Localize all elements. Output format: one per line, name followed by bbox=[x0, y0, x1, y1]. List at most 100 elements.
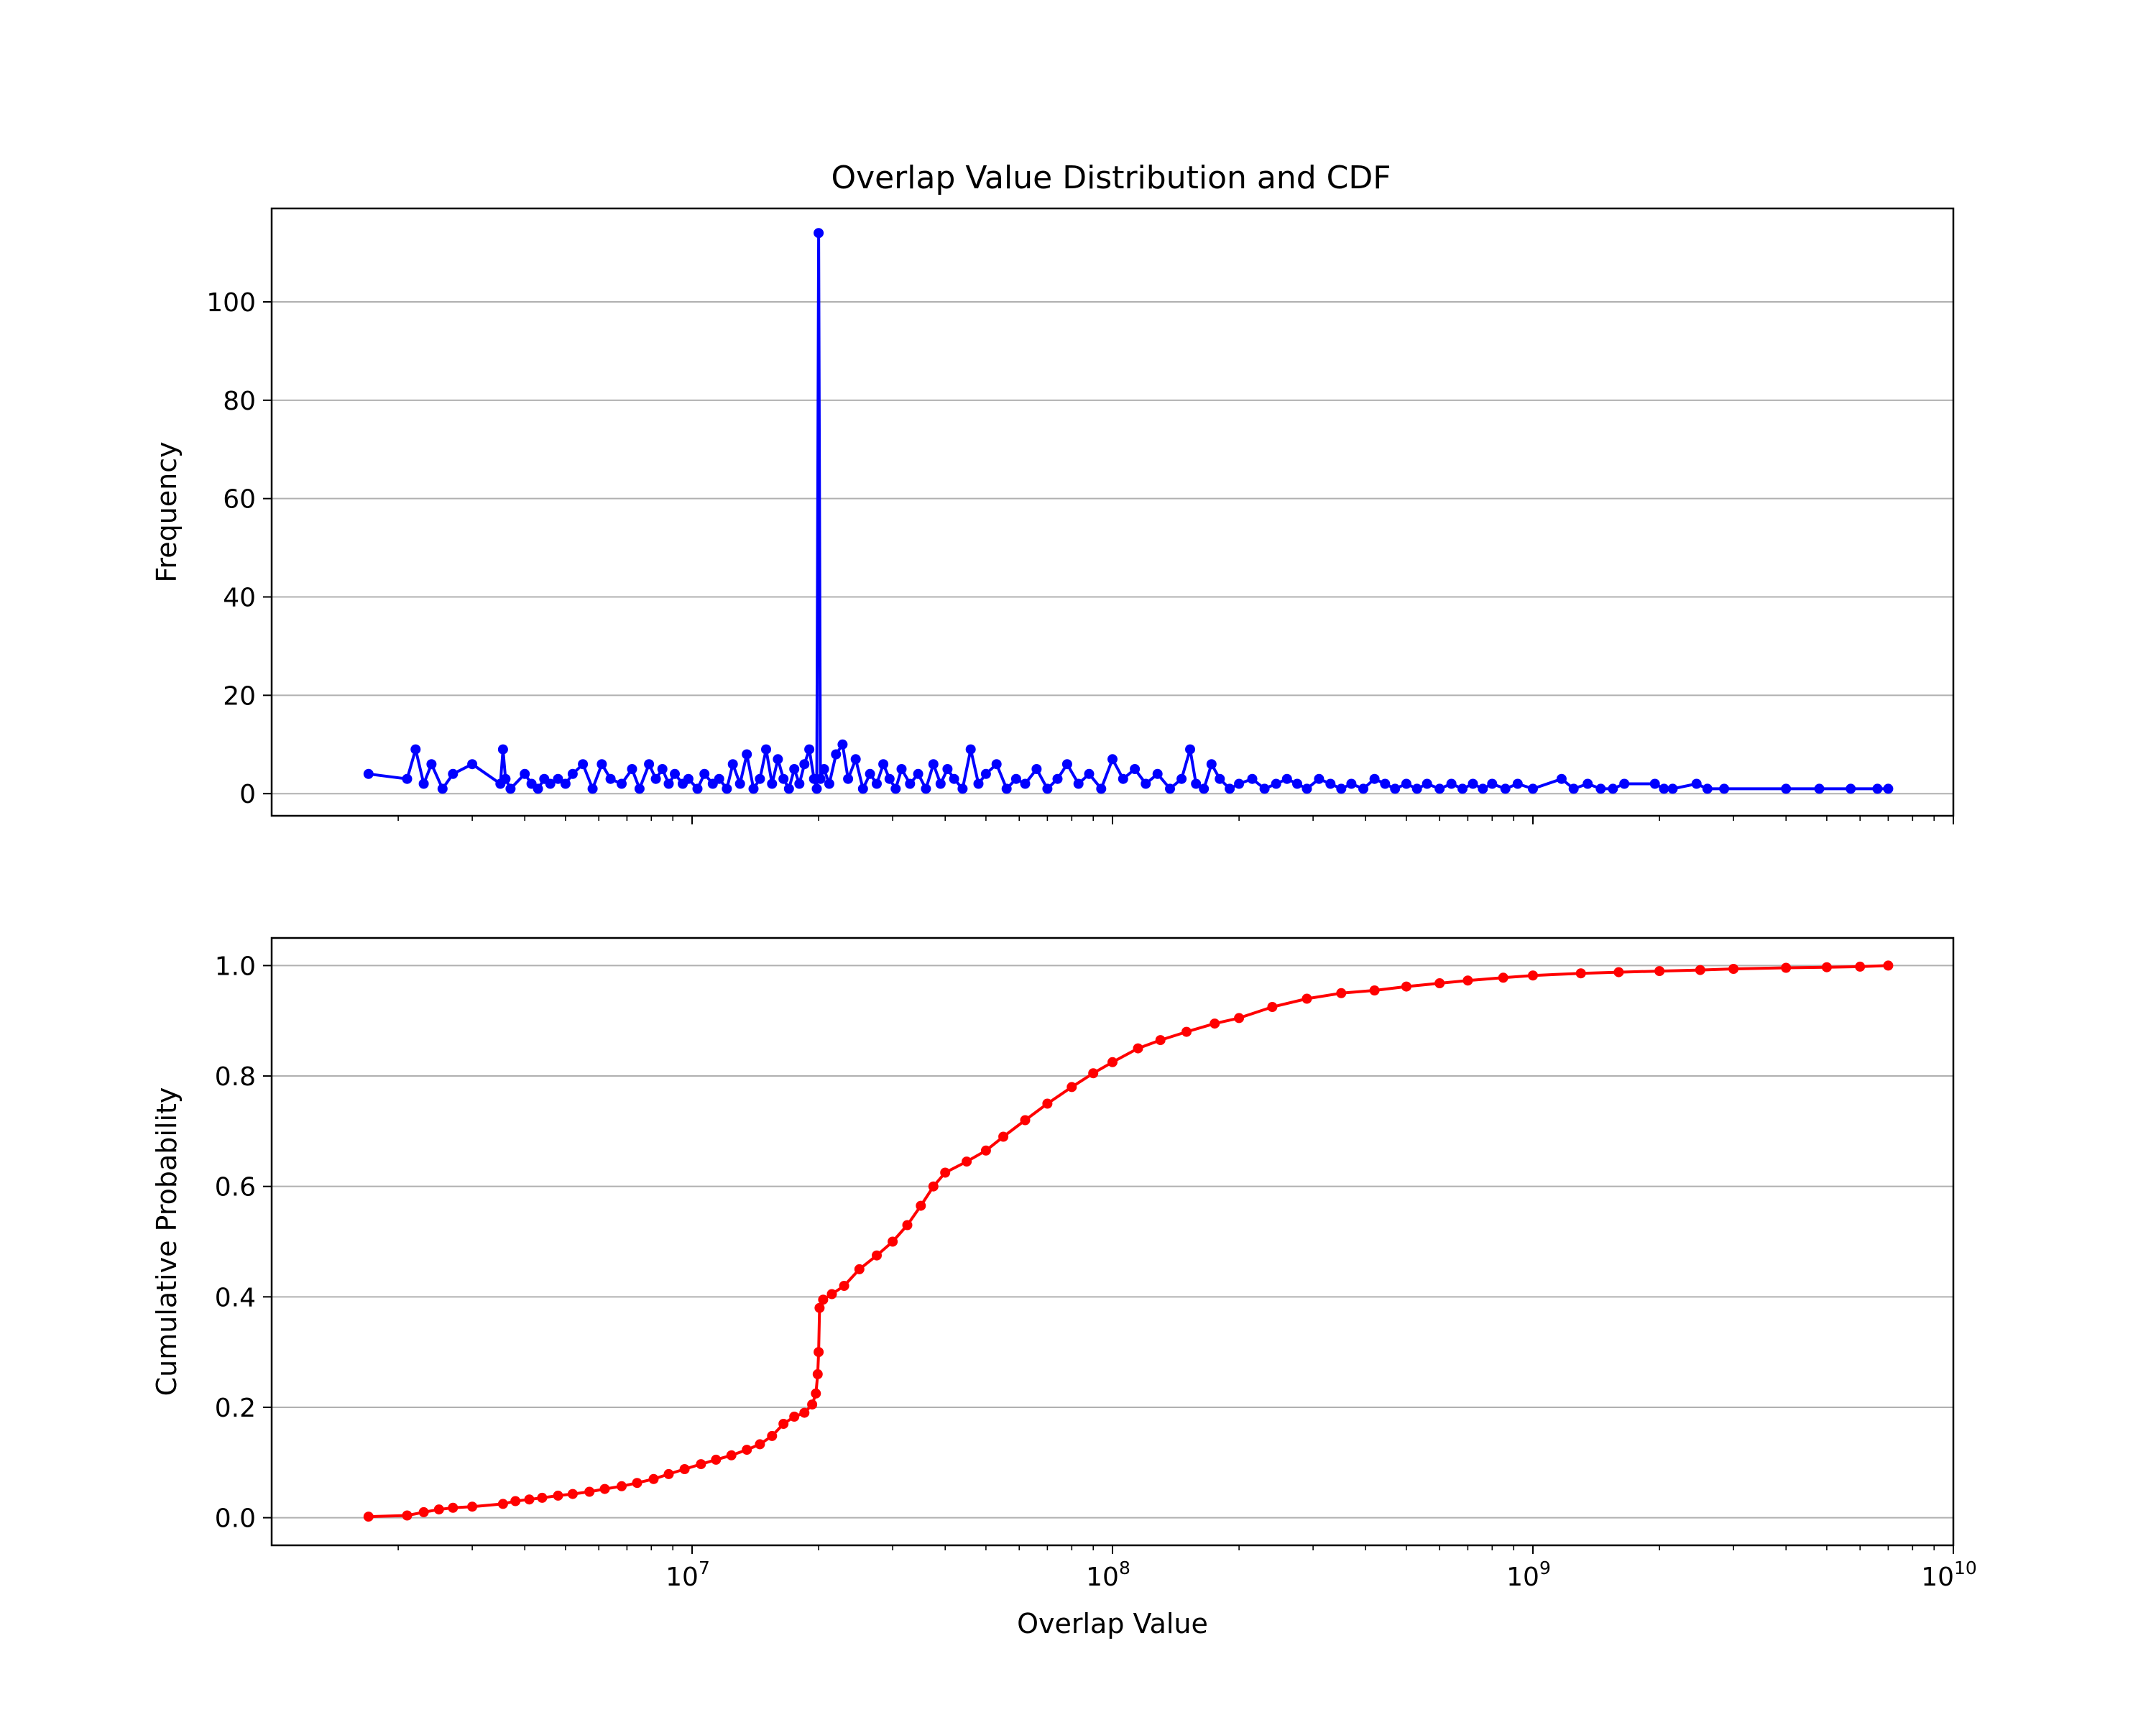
data-point bbox=[410, 744, 421, 755]
data-point bbox=[811, 783, 822, 794]
data-point bbox=[1613, 967, 1624, 978]
x-tick-base: 10 bbox=[1506, 1563, 1539, 1592]
data-point bbox=[1088, 1068, 1099, 1079]
data-point bbox=[699, 768, 710, 779]
data-point bbox=[599, 1484, 610, 1494]
data-point bbox=[1010, 773, 1021, 784]
data-point bbox=[1855, 961, 1866, 972]
data-point bbox=[596, 759, 607, 770]
data-point bbox=[537, 1492, 548, 1503]
data-point bbox=[814, 1347, 824, 1358]
data-point bbox=[839, 1281, 849, 1291]
data-point bbox=[1210, 1018, 1220, 1029]
data-point bbox=[1234, 778, 1245, 789]
data-point bbox=[1401, 778, 1411, 789]
data-point bbox=[533, 783, 543, 794]
data-point bbox=[1667, 783, 1678, 794]
data-point bbox=[1067, 1082, 1077, 1092]
data-point bbox=[670, 768, 680, 779]
data-point bbox=[1234, 1013, 1245, 1024]
data-point bbox=[812, 1368, 823, 1379]
data-point bbox=[418, 778, 429, 789]
data-point bbox=[553, 1490, 563, 1501]
data-point bbox=[437, 783, 448, 794]
data-point bbox=[1130, 764, 1141, 774]
data-point bbox=[1118, 773, 1128, 784]
data-point bbox=[467, 759, 478, 770]
data-point bbox=[692, 783, 703, 794]
data-point bbox=[872, 778, 882, 789]
data-point bbox=[799, 759, 810, 770]
data-point bbox=[1446, 778, 1457, 789]
data-point bbox=[1872, 783, 1883, 794]
data-point bbox=[814, 1302, 825, 1313]
frequency-panel: 0 20 40 60 80 100 Frequency bbox=[151, 207, 1955, 824]
data-point bbox=[888, 1236, 898, 1247]
data-point bbox=[965, 744, 976, 755]
data-point bbox=[1185, 744, 1195, 755]
data-point bbox=[957, 783, 968, 794]
data-point bbox=[587, 783, 598, 794]
data-point bbox=[363, 768, 374, 779]
data-point bbox=[1042, 1098, 1053, 1109]
data-point bbox=[1500, 783, 1511, 794]
data-point bbox=[1619, 778, 1630, 789]
data-point bbox=[1369, 985, 1380, 995]
data-point bbox=[1302, 993, 1312, 1004]
data-point bbox=[1152, 768, 1163, 779]
x-tick-label: 108 bbox=[1086, 1558, 1130, 1592]
data-point bbox=[1468, 778, 1478, 789]
data-point bbox=[818, 1294, 829, 1305]
data-point bbox=[1073, 778, 1084, 789]
data-point bbox=[935, 778, 946, 789]
data-point bbox=[418, 1506, 429, 1517]
data-point bbox=[1434, 978, 1445, 988]
y-tick-label: 1.0 bbox=[215, 952, 256, 981]
axes-frame bbox=[270, 937, 1955, 1547]
data-point bbox=[1575, 968, 1586, 979]
data-point bbox=[1380, 778, 1391, 789]
data-point bbox=[824, 778, 834, 789]
data-point bbox=[1595, 783, 1606, 794]
data-point bbox=[505, 783, 516, 794]
y-tick-label: 60 bbox=[223, 485, 256, 515]
x-tick-exponent: 10 bbox=[1954, 1558, 1977, 1578]
data-point bbox=[1659, 783, 1669, 794]
data-point bbox=[928, 1181, 939, 1192]
data-point bbox=[617, 778, 627, 789]
data-point bbox=[783, 783, 794, 794]
data-point bbox=[644, 759, 655, 770]
data-point bbox=[1462, 975, 1473, 986]
data-point bbox=[1281, 773, 1292, 784]
data-point bbox=[1346, 778, 1357, 789]
data-point bbox=[767, 1430, 778, 1441]
data-point bbox=[742, 1445, 752, 1455]
data-point bbox=[1001, 783, 1012, 794]
data-point bbox=[1512, 778, 1523, 789]
x-tick-label: 107 bbox=[665, 1558, 710, 1592]
data-point bbox=[1042, 783, 1053, 794]
data-point bbox=[980, 768, 991, 779]
data-point bbox=[804, 744, 815, 755]
x-tick-label: 109 bbox=[1506, 1558, 1551, 1592]
data-point bbox=[1181, 1026, 1192, 1037]
data-point bbox=[1141, 778, 1151, 789]
data-point bbox=[1695, 965, 1705, 975]
data-point bbox=[605, 773, 616, 784]
data-point bbox=[1020, 1115, 1031, 1126]
data-point bbox=[1271, 778, 1281, 789]
data-point bbox=[913, 768, 923, 779]
data-point bbox=[1206, 759, 1217, 770]
data-point bbox=[837, 739, 848, 750]
data-point bbox=[696, 1459, 706, 1470]
y-tick-label: 0 bbox=[239, 780, 256, 809]
data-point bbox=[1155, 1035, 1166, 1046]
data-point bbox=[854, 1264, 865, 1274]
data-point bbox=[811, 1388, 821, 1399]
y-tick-label: 80 bbox=[223, 387, 256, 416]
y-tick-label: 0.6 bbox=[215, 1173, 256, 1202]
x-tick-base: 10 bbox=[665, 1563, 699, 1592]
data-point bbox=[884, 773, 895, 784]
data-point bbox=[991, 759, 1002, 770]
